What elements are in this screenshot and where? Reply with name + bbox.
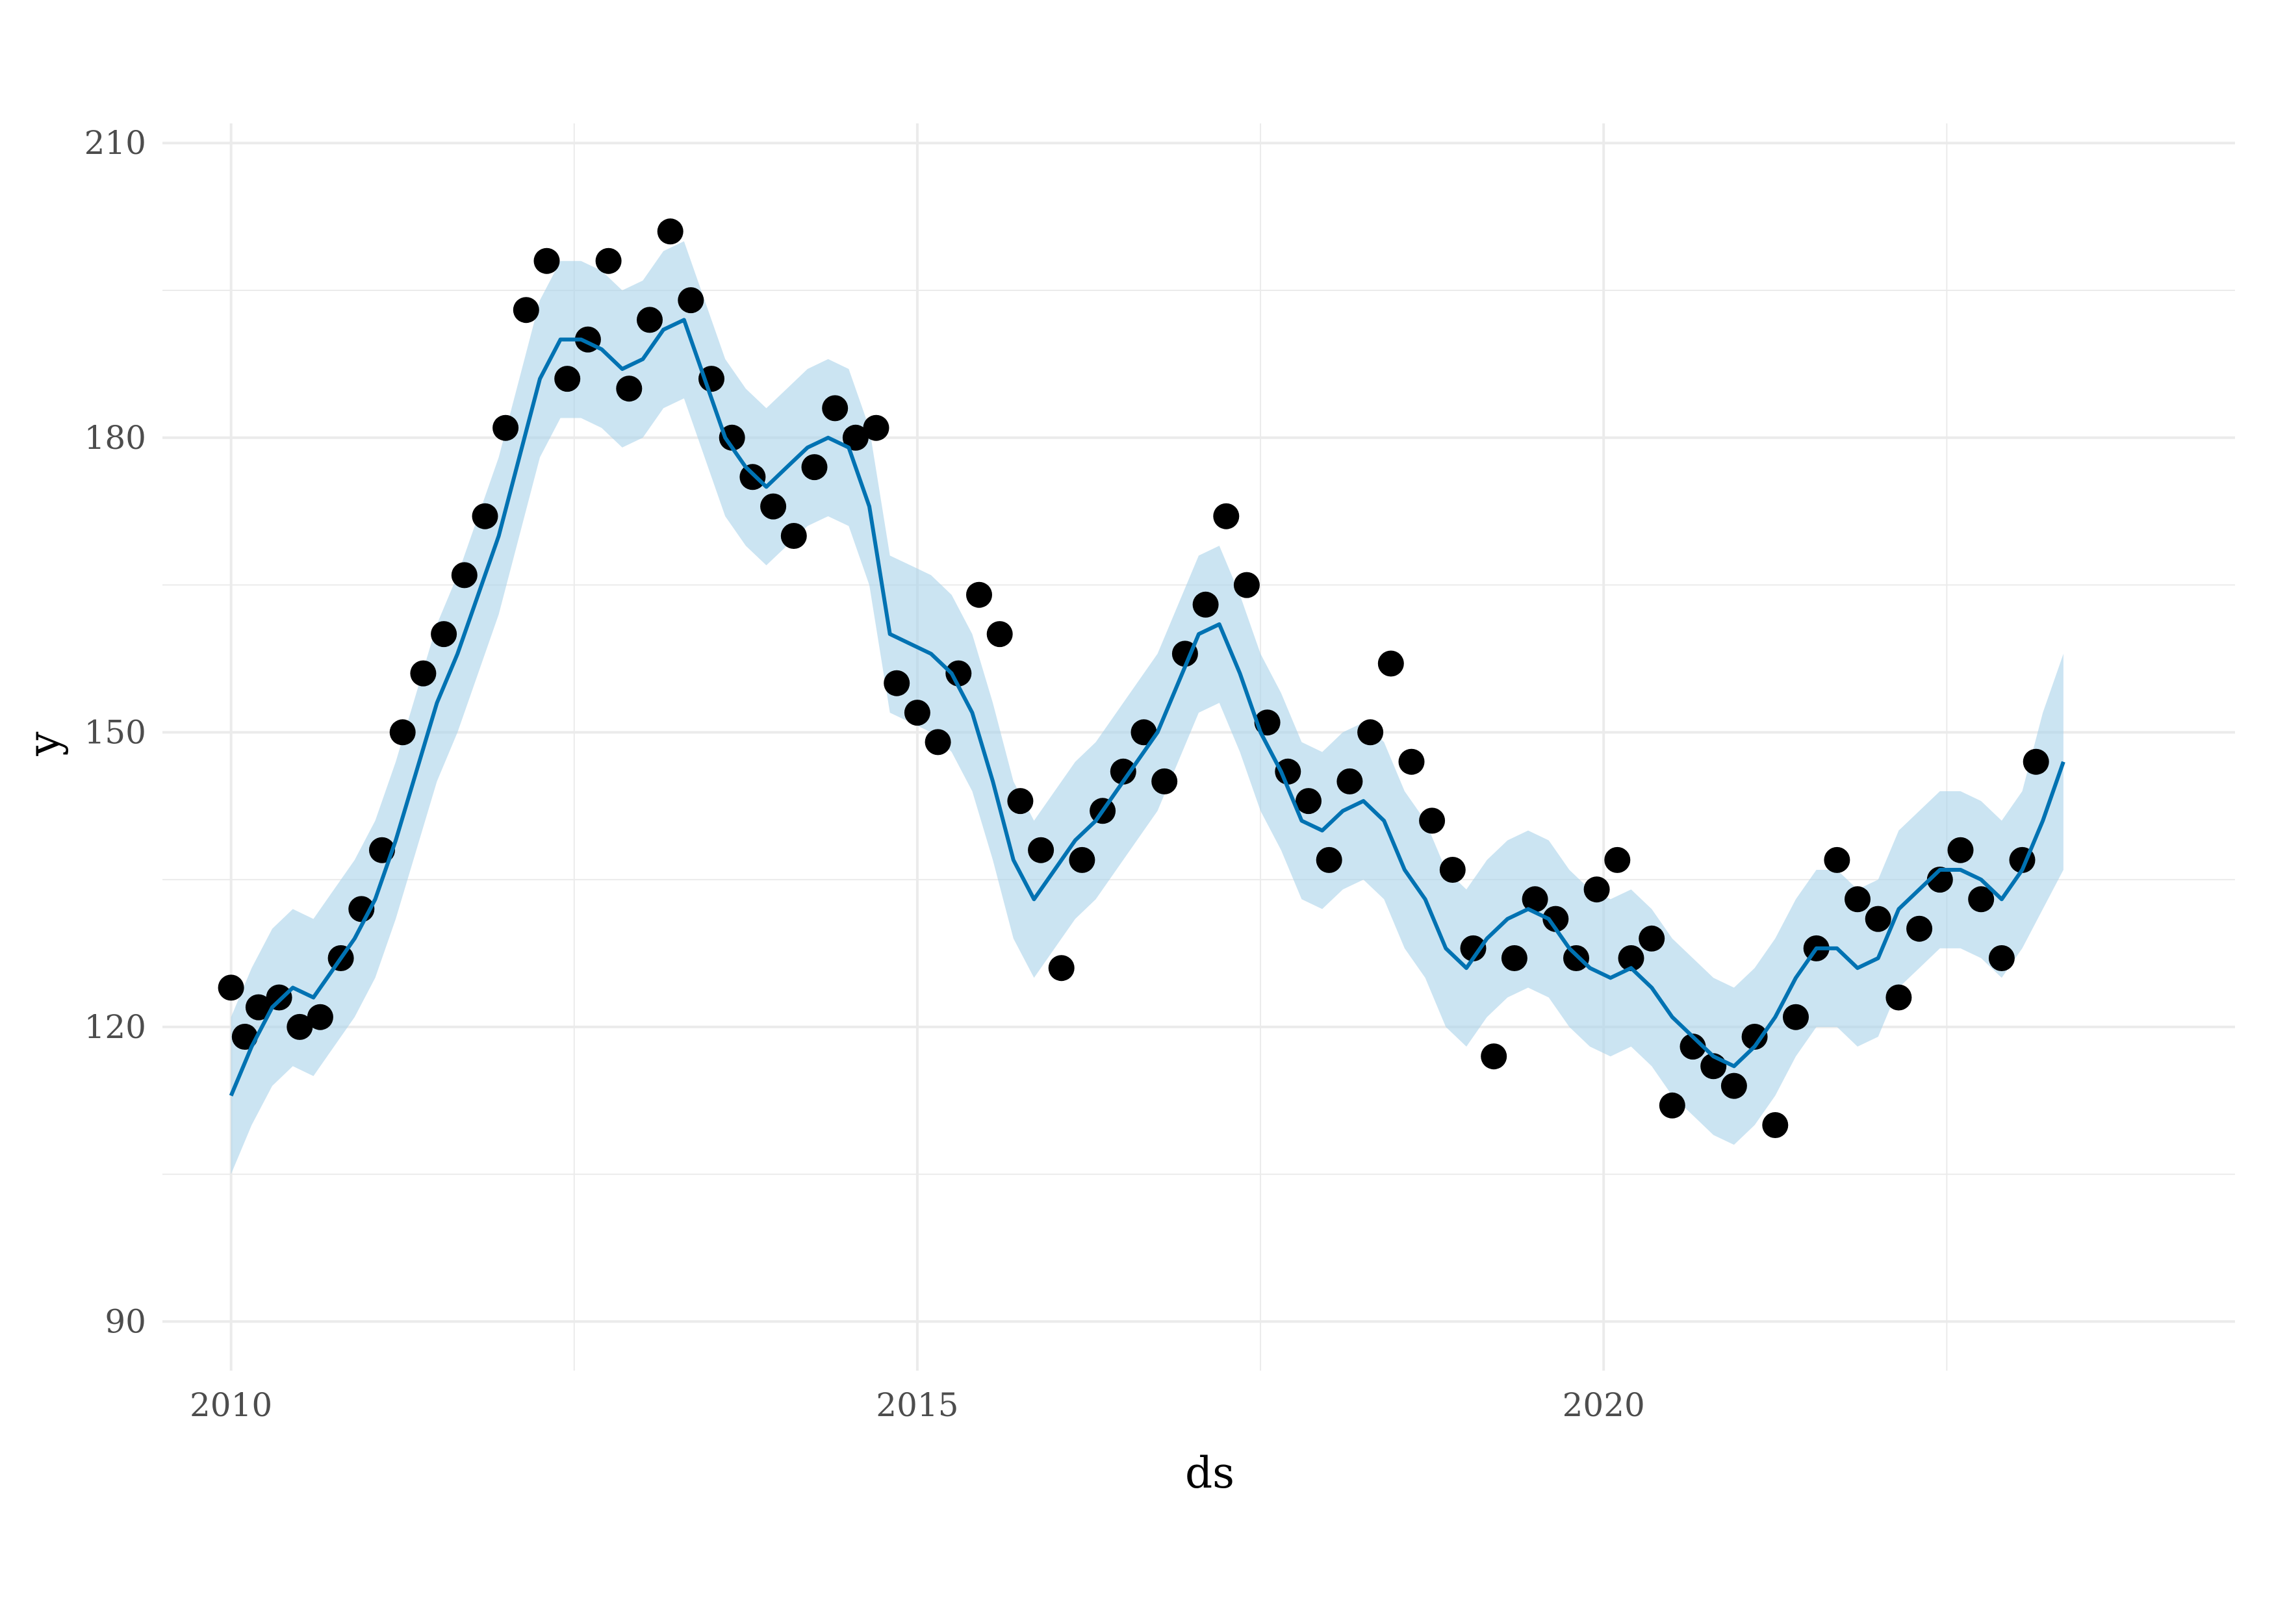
observation-point [1481, 1043, 1507, 1070]
observation-point [945, 660, 972, 687]
observation-point [1007, 788, 1034, 815]
interval-band-layer [231, 241, 2063, 1174]
observation-point [637, 307, 663, 333]
observation-point [1192, 591, 1219, 618]
observation-point [780, 523, 807, 549]
tick-labels-layer: 90 120 150 180 210 2010 2015 2020 [84, 124, 1645, 1424]
observation-point [1762, 1112, 1789, 1138]
observation-point [1377, 650, 1404, 677]
observation-point [1563, 945, 1589, 971]
observation-point [1048, 955, 1075, 982]
observation-point [1501, 945, 1527, 971]
observation-point [1110, 758, 1136, 785]
observation-point [1296, 788, 1322, 815]
observation-point [1741, 1024, 1768, 1050]
observation-point [657, 218, 683, 245]
observation-point [986, 621, 1013, 648]
observation-point [678, 287, 704, 314]
observation-point [1906, 915, 1933, 942]
observation-point [287, 1013, 313, 1040]
observation-point [1542, 906, 1569, 932]
y-tick-label: 180 [84, 419, 146, 457]
observation-point [533, 247, 560, 274]
observation-point [1233, 572, 1260, 598]
observation-point [966, 581, 992, 608]
observation-point [822, 395, 849, 422]
observation-point [1522, 886, 1548, 913]
observation-point [863, 414, 889, 441]
observation-point [1604, 846, 1631, 873]
x-tick-label: 2020 [1563, 1386, 1645, 1424]
forecast-line-layer [229, 318, 2065, 1097]
x-tick-label: 2015 [876, 1386, 958, 1424]
y-axis-title: y [19, 731, 69, 757]
observation-point [1824, 846, 1850, 873]
observation-point [719, 424, 745, 451]
observation-point [245, 994, 272, 1021]
observation-point [1357, 719, 1384, 746]
observation-point [431, 621, 457, 648]
observation-point [389, 719, 416, 746]
observation-point [1131, 719, 1157, 746]
observation-point [1028, 837, 1054, 863]
observation-point [760, 493, 787, 520]
observation-point [1398, 748, 1425, 775]
observation-point [1680, 1034, 1706, 1060]
observation-point [842, 424, 869, 451]
observation-point [1865, 906, 1891, 932]
y-tick-label: 120 [84, 1008, 146, 1046]
observation-point [1419, 807, 1446, 834]
observation-point [266, 984, 292, 1011]
observation-point [554, 366, 581, 392]
y-tick-label: 210 [84, 124, 146, 162]
observation-point [1460, 935, 1487, 961]
observation-point [1316, 846, 1342, 873]
observation-point [1618, 945, 1644, 971]
observation-point [925, 729, 951, 755]
observation-point [801, 454, 828, 481]
y-tick-label: 150 [84, 713, 146, 751]
observation-point [1639, 925, 1665, 952]
observation-point [2023, 748, 2049, 775]
observation-point [1069, 846, 1095, 873]
observation-point [1659, 1092, 1685, 1119]
observation-point [616, 375, 643, 402]
observation-point [513, 297, 539, 324]
x-axis-title: ds [1185, 1448, 1234, 1498]
observation-point [1336, 768, 1363, 794]
observation-point [1926, 867, 1953, 893]
observation-point [904, 700, 930, 726]
observation-point [492, 414, 519, 441]
observation-point [884, 670, 910, 696]
observation-point [451, 562, 478, 589]
observation-point [410, 660, 437, 687]
observation-point [1885, 984, 1912, 1011]
observation-point [472, 503, 498, 529]
points-layer [218, 218, 2049, 1138]
observation-point [1583, 876, 1610, 903]
x-tick-label: 2010 [190, 1386, 272, 1424]
observation-point [1947, 837, 1974, 863]
observation-point [1783, 1004, 1809, 1030]
observation-point [218, 974, 244, 1001]
uncertainty-band [231, 241, 2063, 1174]
observation-point [1968, 886, 1995, 913]
observation-point [1720, 1072, 1747, 1099]
y-tick-label: 90 [105, 1302, 146, 1340]
observation-point [307, 1004, 333, 1030]
observation-point [1845, 886, 1871, 913]
observation-point [595, 247, 622, 274]
observation-point [1275, 758, 1301, 785]
observation-point [1213, 503, 1240, 529]
observation-point [1151, 768, 1178, 794]
forecast-line [229, 318, 2065, 1097]
observation-point [1439, 857, 1466, 883]
observation-point [1988, 945, 2015, 971]
observation-point [739, 464, 766, 490]
